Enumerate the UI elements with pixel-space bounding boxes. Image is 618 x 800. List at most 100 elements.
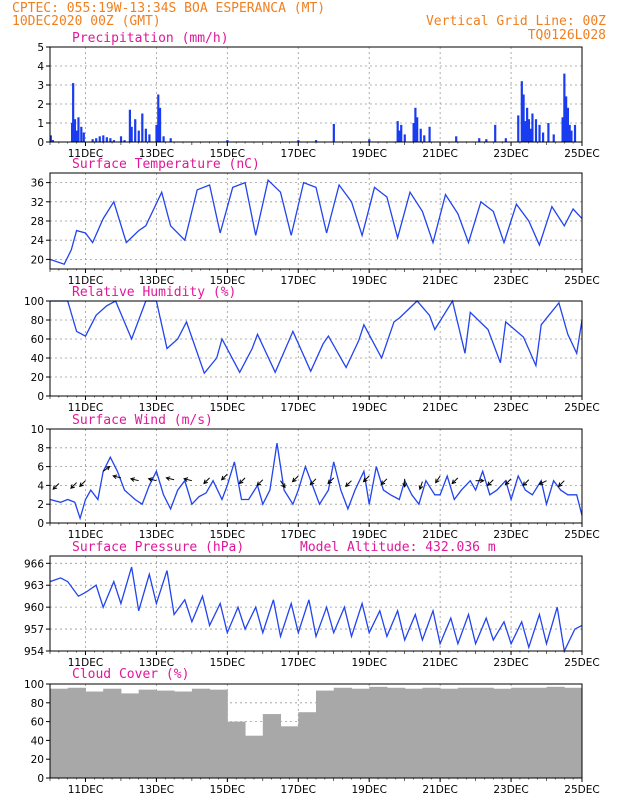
wind-arrow-head xyxy=(256,481,262,487)
x-tick-label: 25DEC xyxy=(564,784,599,796)
wind-arrow-head xyxy=(538,480,544,485)
series-line xyxy=(50,299,583,375)
precip-bar xyxy=(403,134,406,142)
header-grid-note: Vertical Grid Line: 00Z xyxy=(426,14,606,29)
wind-arrow-head xyxy=(112,474,118,480)
cloud-cover-panel: Cloud Cover (%) 0 20 40 60 80 100 11DEC 13DEC 15… xyxy=(24,667,600,796)
series-line xyxy=(49,566,583,654)
wind-arrow-head xyxy=(522,481,528,487)
x-tick-label: 15DEC xyxy=(210,275,245,287)
cloud-bar xyxy=(316,690,335,778)
x-tick-label: 25DEC xyxy=(564,529,599,541)
wind-arrow-head xyxy=(362,477,368,483)
y-tick-label: 36 xyxy=(31,178,45,190)
x-tick-label: 11DEC xyxy=(68,275,103,287)
precip-bar xyxy=(128,109,131,142)
cloud-bar xyxy=(85,691,104,778)
precip-bar xyxy=(137,130,140,142)
x-tick-label: 19DEC xyxy=(351,784,386,796)
wind-arrow-head xyxy=(402,483,408,488)
cloud-bar xyxy=(262,714,282,778)
y-tick-label: 60 xyxy=(31,334,44,346)
wind-arrow-head xyxy=(281,483,286,489)
y-tick-label: 24 xyxy=(31,235,45,247)
x-tick-label: 11DEC xyxy=(68,784,103,796)
cloud-bar xyxy=(528,687,548,778)
x-tick-label: 17DEC xyxy=(281,275,316,287)
cloud-bar xyxy=(209,689,228,778)
x-tick-label: 25DEC xyxy=(564,275,599,287)
cloud-bar xyxy=(493,688,512,778)
precip-bar xyxy=(547,123,550,142)
precip-bar xyxy=(494,124,497,142)
x-tick-label: 13DEC xyxy=(139,275,174,287)
wind-arrow-shaft xyxy=(327,477,335,484)
x-tick-label: 19DEC xyxy=(351,275,386,287)
wind-arrow-head xyxy=(291,477,297,483)
wind-arrow-shaft xyxy=(166,477,175,481)
precip-bar xyxy=(98,136,101,142)
precip-bar xyxy=(119,136,123,142)
x-tick-label: 21DEC xyxy=(422,657,457,669)
x-tick-label: 13DEC xyxy=(139,402,174,414)
y-tick-label: 0 xyxy=(37,391,44,403)
y-tick-label: 60 xyxy=(31,717,44,729)
cloud-bar xyxy=(475,687,494,778)
x-tick-label: 23DEC xyxy=(493,657,528,669)
temperature-panel: Surface Temperature (nC) 20 24 28 32 36 11DEC… xyxy=(31,157,600,287)
precip-bar xyxy=(400,124,403,142)
precip-bar xyxy=(504,138,507,142)
wind-arrow-shaft xyxy=(487,479,494,486)
precip-bar xyxy=(332,123,335,142)
y-tick-label: 10 xyxy=(31,424,44,436)
wind-arrow-shaft xyxy=(52,483,60,490)
precip-bar xyxy=(419,128,422,142)
x-tick-label: 11DEC xyxy=(68,402,103,414)
cloud-bar xyxy=(298,712,317,778)
y-tick-label: 2 xyxy=(37,499,44,511)
cloud-bar xyxy=(404,688,423,778)
cloud-bar xyxy=(511,687,530,778)
x-tick-label: 13DEC xyxy=(139,148,174,160)
precip-bar xyxy=(226,140,229,142)
precip-bar xyxy=(570,130,573,142)
cloud-bar xyxy=(245,735,264,778)
header-model-code: TQ0126L028 xyxy=(528,28,606,43)
precip-bar xyxy=(568,124,571,142)
x-tick-label: 23DEC xyxy=(493,275,528,287)
x-tick-label: 15DEC xyxy=(210,657,245,669)
y-tick-label: 8 xyxy=(37,443,44,455)
y-tick-label: 20 xyxy=(31,372,44,384)
x-tick-label: 13DEC xyxy=(139,529,174,541)
y-tick-label: 100 xyxy=(24,679,44,691)
wind-arrow-head xyxy=(504,480,510,486)
precip-bar xyxy=(72,83,75,142)
wind-arrow-head xyxy=(105,465,111,471)
precip-bar xyxy=(169,138,172,142)
precip-bar xyxy=(105,137,108,142)
cloud-bar xyxy=(67,687,86,778)
y-tick-label: 80 xyxy=(31,315,44,327)
precip-bar xyxy=(396,121,399,142)
precip-bar xyxy=(315,140,318,142)
precip-bar xyxy=(541,132,545,142)
wind-arrow-head xyxy=(309,480,315,486)
x-tick-label: 21DEC xyxy=(422,402,457,414)
x-tick-label: 17DEC xyxy=(281,784,316,796)
y-tick-label: 32 xyxy=(31,197,44,209)
precip-bar xyxy=(561,117,564,142)
precip-bar xyxy=(109,138,112,142)
cloud-bar xyxy=(227,721,246,778)
wind-arrow-shaft xyxy=(558,480,565,487)
y-tick-label: 1 xyxy=(37,118,44,130)
wind-arrow-head xyxy=(418,485,424,491)
precip-bar xyxy=(529,128,532,142)
x-tick-label: 11DEC xyxy=(68,529,103,541)
x-tick-label: 19DEC xyxy=(351,657,386,669)
cloud-bar xyxy=(351,688,370,778)
precip-bar xyxy=(455,136,458,142)
cloud-bar xyxy=(564,687,583,778)
header-location: CPTEC: 055:19W-13:34S BOA ESPERANCA (MT) xyxy=(12,1,325,16)
wind-arrow-head xyxy=(238,479,244,485)
cloud-bar xyxy=(280,726,299,778)
